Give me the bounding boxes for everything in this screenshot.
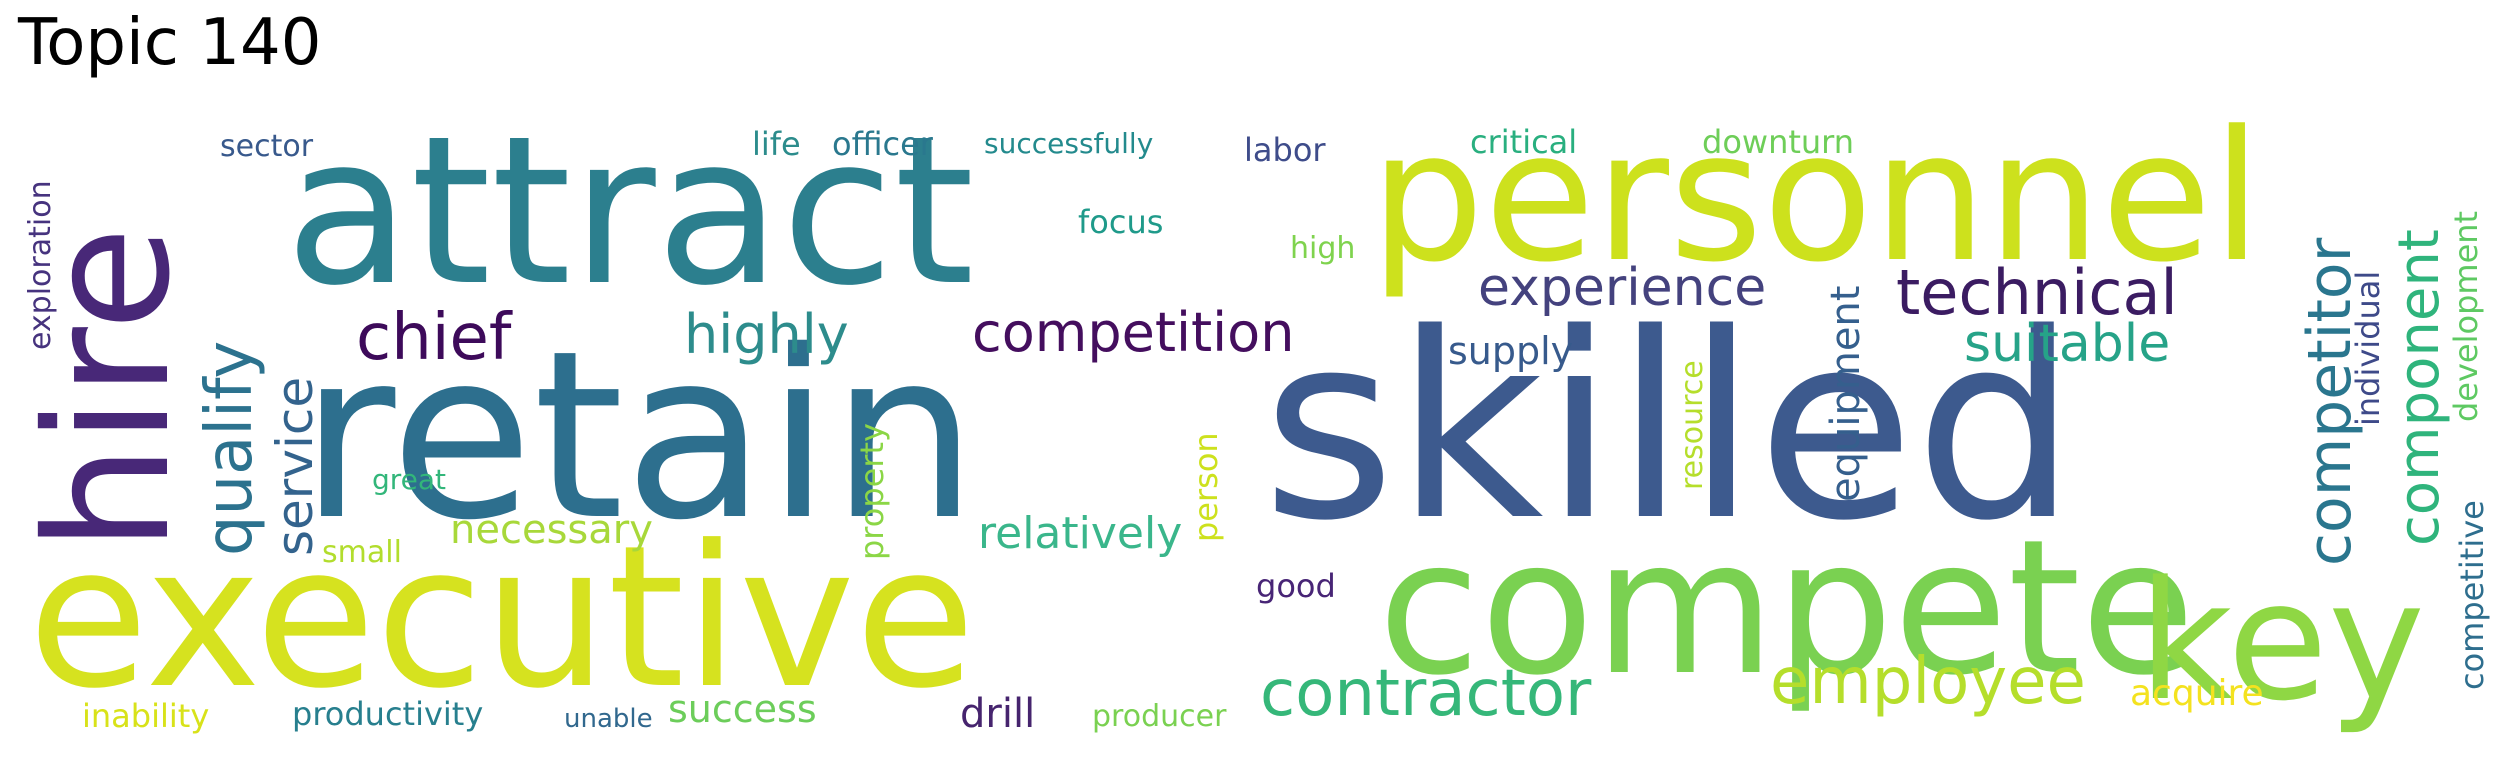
word-competition: competition (972, 301, 1295, 364)
word-inability: inability (82, 697, 210, 735)
word-highly: highly (684, 303, 849, 366)
word-focus: focus (1078, 203, 1164, 241)
word-resource: resource (1675, 360, 1710, 490)
word-high: high (1290, 231, 1356, 266)
word-attract: attract (285, 93, 975, 331)
word-acquire: acquire (2130, 673, 2264, 714)
word-supply: supply (1448, 329, 1574, 373)
page-title: Topic 140 (18, 6, 322, 80)
word-drill: drill (960, 691, 1036, 737)
word-producer: producer (1092, 699, 1227, 734)
word-executive: executive (28, 504, 976, 732)
word-relatively: relatively (978, 508, 1183, 559)
word-suitable: suitable (1964, 314, 2171, 374)
word-person: person (1187, 432, 1225, 542)
word-skilled: skilled (1262, 279, 2077, 577)
word-success: success (668, 687, 817, 731)
word-equipment: equipment (1823, 285, 1869, 502)
word-critical: critical (1470, 123, 1578, 161)
word-downturn: downturn (1702, 123, 1855, 161)
word-small: small (322, 535, 402, 570)
word-contractor: contractor (1260, 657, 1592, 731)
word-experience: experience (1478, 258, 1767, 318)
word-compete: compete (1378, 499, 2196, 716)
word-development: development (2447, 210, 2485, 422)
word-officer: officer (832, 125, 933, 163)
word-successfully: successfully (984, 127, 1154, 160)
word-employee: employee (1770, 645, 2086, 719)
word-productivity: productivity (292, 695, 484, 733)
word-necessary: necessary (450, 507, 653, 553)
word-individual: individual (2349, 270, 2387, 426)
word-unable: unable (564, 704, 653, 734)
word-retain: retain (300, 301, 978, 571)
word-labor: labor (1244, 131, 1326, 169)
word-component: component (2387, 229, 2452, 546)
word-chief: chief (356, 301, 512, 375)
word-life: life (752, 125, 801, 163)
word-service: service (266, 376, 324, 556)
word-personnel: personnel (1370, 93, 2262, 302)
word-technical: technical (1896, 256, 2178, 329)
word-sector: sector (220, 129, 314, 164)
word-key: key (2138, 546, 2426, 737)
word-great: great (372, 463, 447, 496)
word-good: good (1256, 567, 1336, 605)
word-property: property (853, 423, 891, 560)
word-competitive: competitive (2453, 500, 2491, 690)
word-exploration: exploration (23, 180, 58, 350)
word-qualify: qualify (193, 340, 267, 556)
